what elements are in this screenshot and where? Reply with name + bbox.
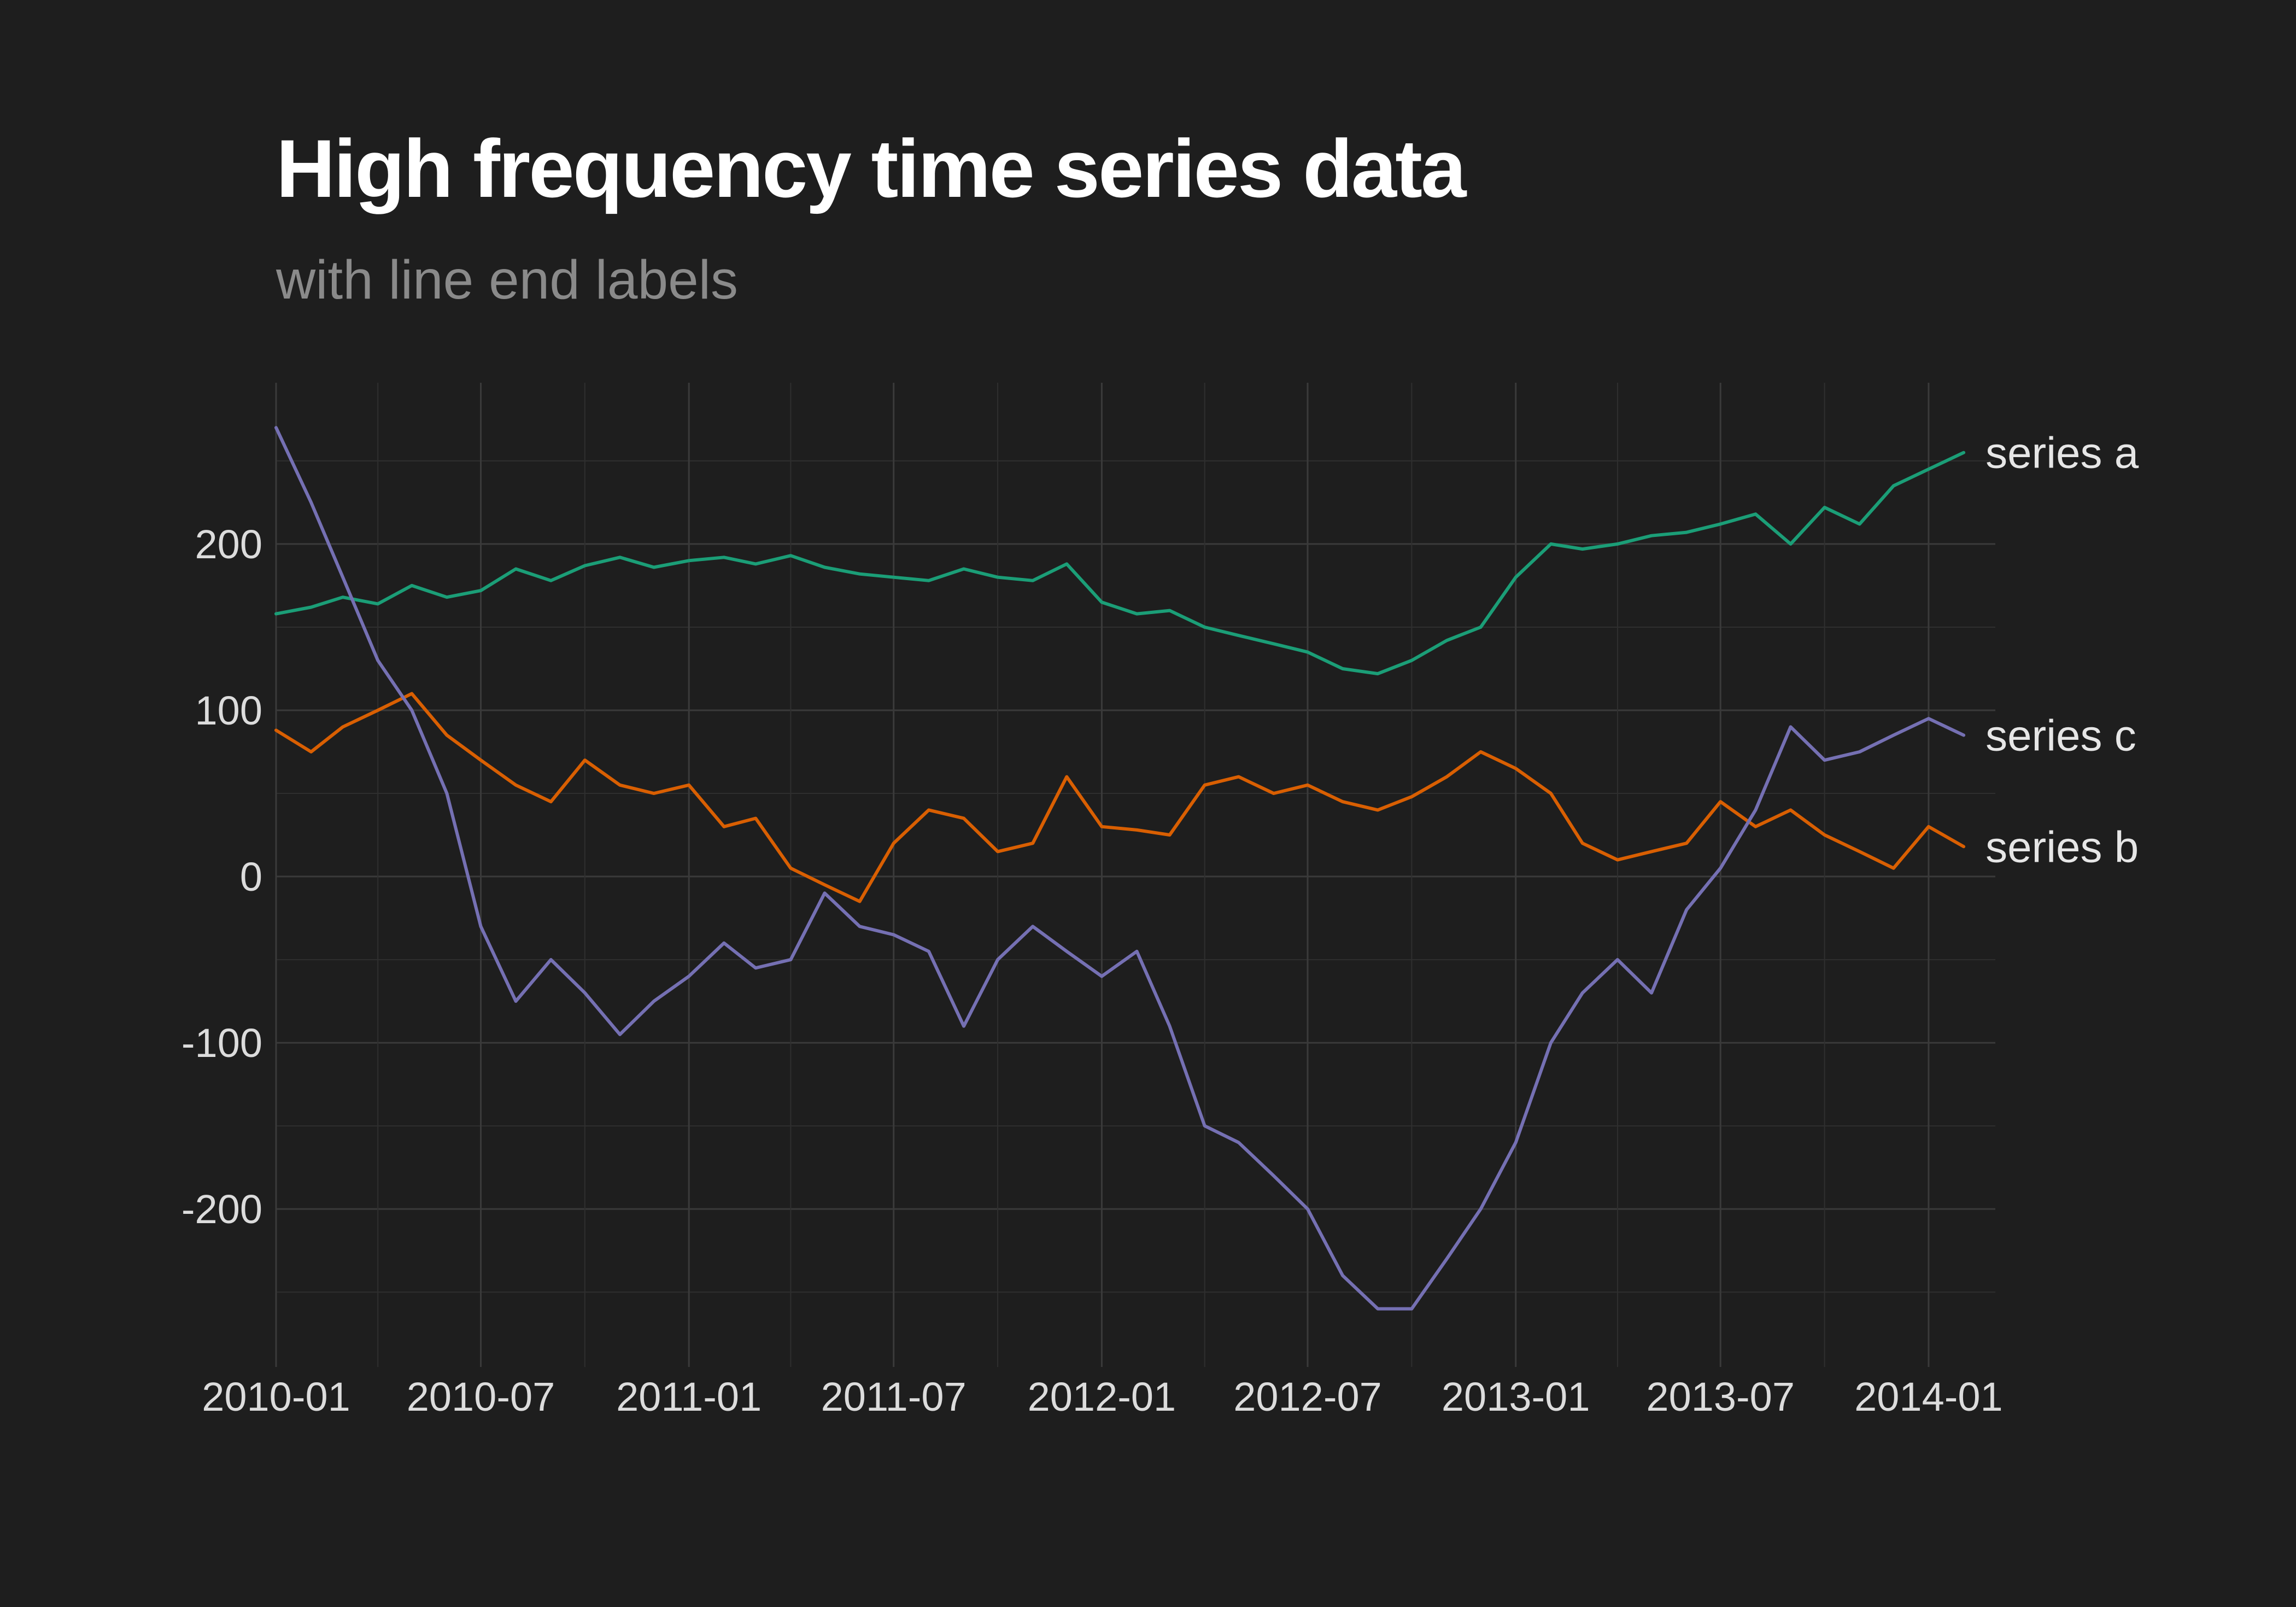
x-tick-label: 2012-01 (1028, 1374, 1176, 1419)
x-axis-ticks: 2010-01 2010-07 2011-01 2011-07 2012-01 2012-… (202, 1374, 2003, 1419)
series-lines (276, 428, 1964, 1309)
grid (276, 383, 1995, 1367)
series-end-label: series c (1985, 711, 2136, 760)
series-line-series-c (276, 428, 1964, 1309)
x-tick-label: 2013-07 (1646, 1374, 1795, 1419)
series-line-series-a (276, 453, 1964, 674)
series-line-series-b (276, 694, 1964, 902)
x-tick-label: 2012-07 (1233, 1374, 1382, 1419)
y-tick-label: 200 (195, 522, 262, 567)
series-end-labels: series a series b series c (1985, 429, 2139, 872)
x-tick-label: 2011-07 (821, 1374, 967, 1419)
x-tick-label: 2010-07 (407, 1374, 555, 1419)
y-tick-label: 100 (195, 688, 262, 733)
series-end-label: series b (1985, 822, 2139, 871)
x-tick-label: 2014-01 (1854, 1374, 2003, 1419)
y-tick-label: -100 (181, 1020, 262, 1066)
x-tick-label: 2010-01 (202, 1374, 350, 1419)
y-axis-ticks: -200 -100 0 100 200 (181, 522, 262, 1232)
x-tick-label: 2011-01 (616, 1374, 762, 1419)
y-tick-label: -200 (181, 1187, 262, 1232)
y-tick-label: 0 (240, 854, 262, 899)
series-end-label: series a (1985, 429, 2139, 477)
x-tick-label: 2013-01 (1442, 1374, 1590, 1419)
